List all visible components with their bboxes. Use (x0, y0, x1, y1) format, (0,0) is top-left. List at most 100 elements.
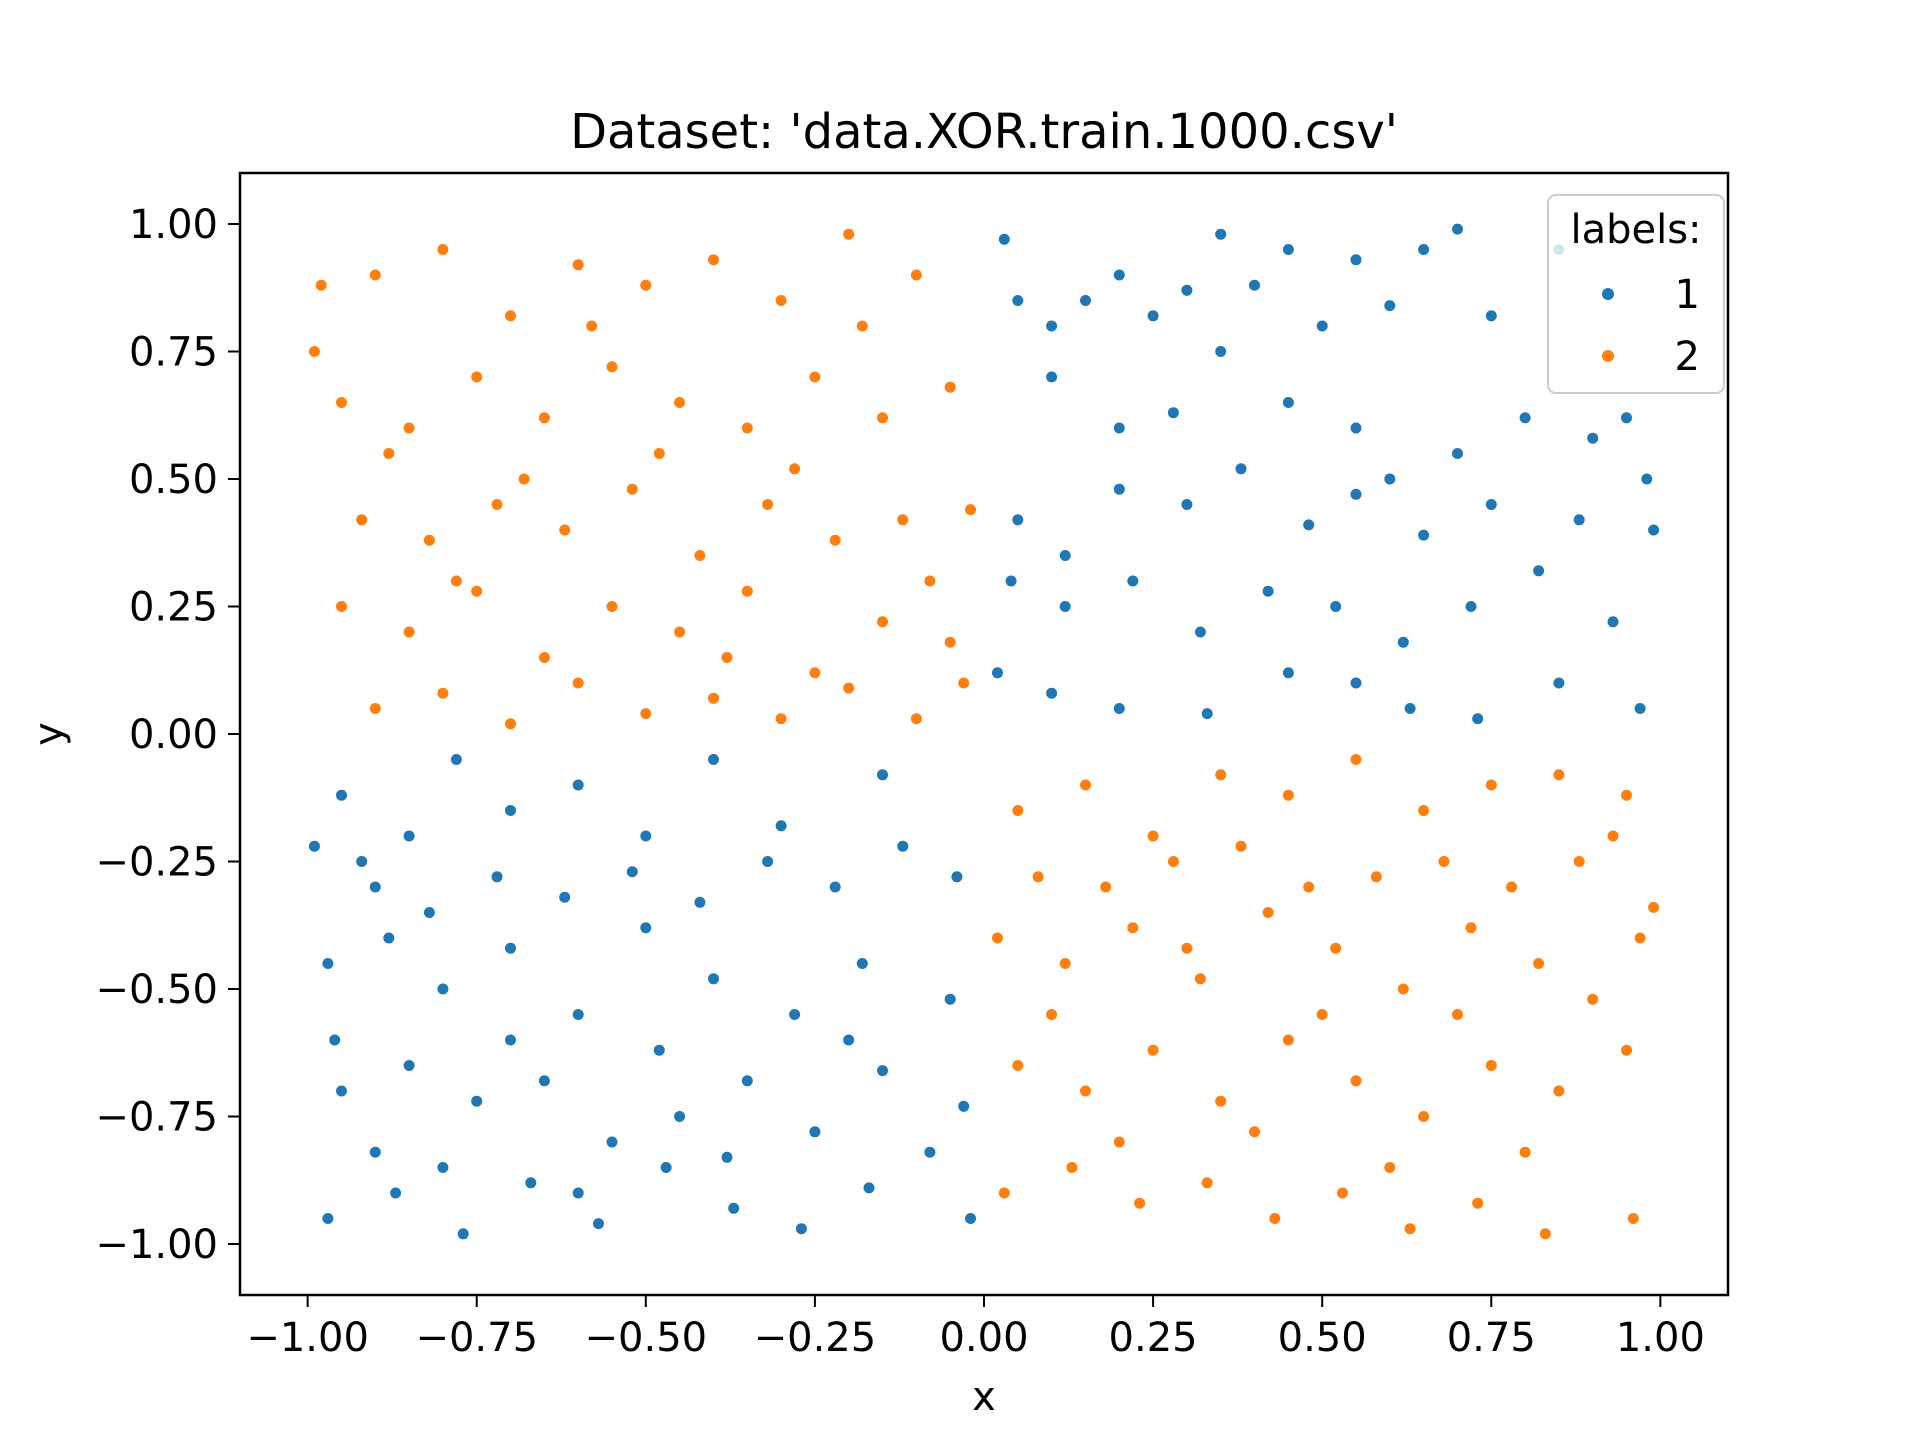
data-point-label-2 (741, 585, 753, 597)
data-point-label-2 (1573, 856, 1585, 867)
data-point-label-1 (741, 1075, 753, 1087)
data-point-label-2 (1167, 856, 1179, 867)
data-point-label-2 (1648, 901, 1660, 913)
data-point-label-2 (877, 616, 888, 628)
data-point-label-1 (863, 1182, 875, 1194)
data-point-label-1 (1587, 432, 1599, 444)
data-point-label-1 (1012, 295, 1024, 306)
x-tick-label: −0.75 (415, 1315, 538, 1361)
data-point-label-2 (741, 422, 753, 434)
data-point-label-1 (1113, 269, 1125, 281)
data-point-label-2 (843, 228, 855, 240)
data-point-label-1 (856, 958, 868, 969)
data-point-label-1 (1519, 412, 1531, 424)
data-point-label-1 (1350, 422, 1362, 434)
x-tick-label: 0.25 (1109, 1315, 1198, 1361)
data-point-label-1 (762, 856, 774, 867)
data-point-label-2 (538, 412, 550, 424)
data-point-label-1 (1452, 448, 1463, 459)
data-point-label-2 (1032, 871, 1044, 883)
data-point-label-1 (1404, 703, 1416, 714)
data-point-label-1 (572, 779, 584, 791)
data-point-label-1 (559, 891, 571, 903)
data-point-label-2 (1539, 1228, 1551, 1240)
data-point-label-1 (1005, 575, 1017, 587)
data-point-label-1 (1397, 636, 1409, 648)
legend: labels: 1 2 (1547, 194, 1725, 394)
y-tick-label: −0.75 (95, 1095, 218, 1141)
data-point-label-1 (998, 233, 1010, 245)
data-point-label-1 (1046, 687, 1058, 699)
data-point-label-2 (1627, 1213, 1639, 1224)
data-point-label-2 (1519, 1146, 1531, 1158)
data-point-label-1 (329, 1034, 341, 1046)
x-tick-label: 0.00 (939, 1315, 1028, 1361)
y-tick-label: 0.50 (129, 457, 218, 503)
data-point-label-2 (1607, 830, 1619, 842)
y-tick-label: 1.00 (129, 202, 218, 248)
data-point-label-1 (1127, 575, 1139, 587)
data-point-label-2 (1134, 1197, 1146, 1209)
data-point-label-1 (674, 1111, 686, 1122)
data-point-label-2 (1215, 1095, 1227, 1107)
legend-marker-1 (1602, 288, 1614, 300)
data-point-label-2 (694, 550, 706, 561)
data-point-label-1 (572, 1187, 584, 1199)
data-point-label-1 (606, 1136, 618, 1148)
data-point-label-2 (471, 371, 483, 383)
data-point-label-2 (910, 713, 922, 725)
data-point-label-1 (708, 973, 719, 985)
data-point-label-2 (572, 677, 584, 689)
data-point-label-1 (369, 881, 381, 893)
data-point-label-1 (640, 830, 652, 842)
data-point-label-1 (525, 1177, 537, 1189)
data-point-label-1 (944, 993, 956, 1005)
data-point-label-2 (1621, 1044, 1632, 1056)
data-point-label-1 (1113, 483, 1125, 495)
data-point-label-1 (1194, 626, 1206, 638)
data-point-label-1 (897, 840, 909, 852)
data-point-label-1 (877, 1065, 888, 1077)
data-point-label-1 (1303, 519, 1315, 531)
data-point-label-1 (572, 1009, 584, 1020)
data-point-label-2 (1485, 779, 1497, 791)
data-point-label-2 (1370, 871, 1382, 883)
data-point-label-2 (505, 718, 516, 730)
data-point-label-2 (1472, 1197, 1484, 1209)
data-point-label-1 (1235, 463, 1247, 475)
data-point-label-2 (1235, 840, 1247, 852)
data-point-label-1 (1553, 677, 1565, 689)
x-axis-label: x (972, 1374, 996, 1420)
data-point-label-2 (1303, 881, 1315, 893)
data-point-label-1 (660, 1162, 672, 1173)
data-point-label-2 (1012, 805, 1024, 816)
data-point-label-2 (877, 412, 888, 424)
data-point-label-1 (653, 1044, 665, 1056)
x-tick-label: 1.00 (1616, 1315, 1705, 1361)
data-point-label-2 (856, 320, 868, 332)
legend-label-1: 1 (1675, 272, 1700, 318)
data-point-label-2 (1337, 1187, 1348, 1199)
data-point-label-1 (450, 754, 462, 765)
data-point-label-1 (1215, 228, 1227, 240)
data-point-label-2 (538, 652, 550, 663)
data-point-label-1 (877, 769, 888, 781)
data-point-label-2 (308, 346, 320, 357)
data-point-label-1 (491, 871, 503, 883)
data-point-label-1 (1181, 499, 1193, 510)
data-point-label-1 (1648, 524, 1660, 536)
data-point-label-2 (1147, 1044, 1159, 1056)
data-point-label-2 (674, 397, 686, 408)
data-point-label-2 (1418, 805, 1430, 816)
data-point-label-1 (1181, 284, 1193, 296)
data-point-label-2 (775, 713, 787, 725)
data-point-label-2 (640, 708, 652, 720)
data-point-label-1 (1485, 310, 1497, 322)
data-point-label-2 (1330, 942, 1342, 954)
data-point-label-1 (1418, 244, 1430, 255)
y-tick-label: 0.75 (129, 330, 218, 376)
data-point-label-2 (403, 422, 415, 434)
data-point-label-1 (1452, 223, 1463, 235)
data-point-label-2 (674, 626, 686, 638)
